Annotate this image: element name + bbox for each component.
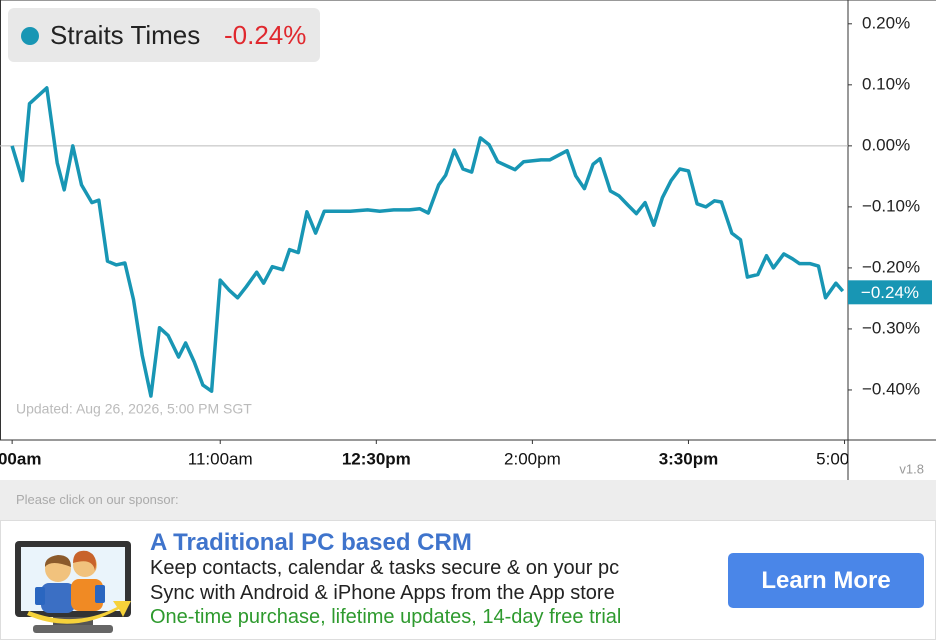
x-tick-label: 11:00am [188, 449, 253, 468]
y-tick-label: −0.20% [862, 257, 920, 276]
chart-bg [0, 0, 936, 480]
x-tick-label: 12:30pm [342, 449, 411, 468]
x-axis: 9:00am 11:00am 12:30pm 2:00pm 3:30pm 5:00pm [0, 440, 873, 468]
ad-line: Sync with Android & iPhone Apps from the… [150, 582, 615, 604]
ad-title[interactable]: A Traditional PC based CRM [150, 529, 472, 556]
price-line [10, 86, 845, 398]
ad-box[interactable]: A Traditional PC based CRM Keep contacts… [0, 520, 936, 640]
ad-line: Keep contacts, calendar & tasks secure &… [150, 557, 620, 579]
sponsor-prompt: Please click on our sponsor: [16, 492, 179, 507]
legend-change: -0.24% [224, 20, 306, 50]
learn-more-button[interactable]: Learn More [728, 553, 924, 608]
updated-note: Updated: Aug 26, 2026, 5:00 PM SGT [16, 401, 252, 417]
ad-icon [15, 541, 131, 633]
y-tick-label: −0.10% [862, 196, 920, 215]
current-value-tag [848, 280, 932, 305]
ad-line: One-time purchase, lifetime updates, 14-… [150, 606, 622, 628]
legend-label: Straits Times [50, 20, 200, 50]
y-tick-label: −0.40% [862, 379, 920, 398]
legend-dot [21, 27, 39, 45]
x-tick-label: 2:00pm [504, 449, 561, 468]
y-tick-label: 0.20% [862, 13, 910, 32]
sponsor-area: Please click on our sponsor: A Tradition… [0, 480, 936, 640]
x-tick-label: 3:30pm [659, 449, 719, 468]
current-value-label: −0.24% [861, 283, 919, 302]
legend-box [8, 8, 320, 62]
chart: 9:00am 11:00am 12:30pm 2:00pm 3:30pm 5:00pm U… [0, 0, 936, 480]
x-tick-label: 9:00am [0, 449, 41, 468]
version: v1.8 [899, 461, 924, 476]
x-tick-label: 5:00pm [816, 449, 873, 468]
y-tick-label: 0.00% [862, 135, 910, 154]
y-tick-label: 0.10% [862, 74, 910, 93]
y-tick-label: −0.30% [862, 318, 920, 337]
